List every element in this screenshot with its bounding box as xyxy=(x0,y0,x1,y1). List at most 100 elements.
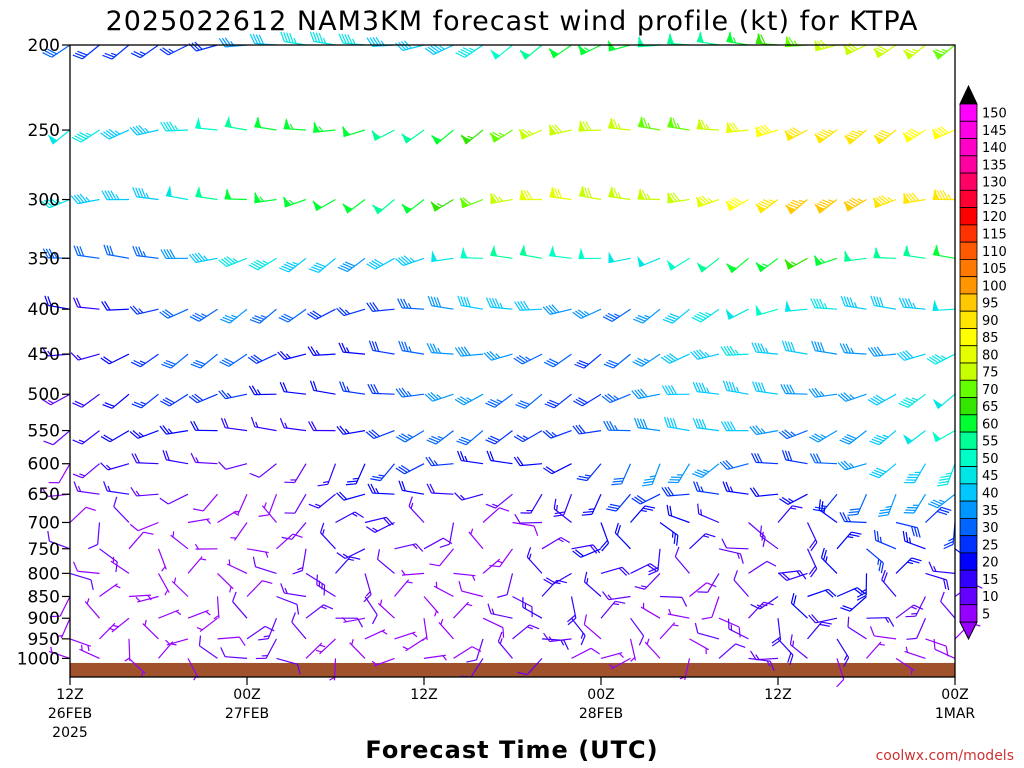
barb-full xyxy=(648,570,659,576)
barb-full xyxy=(695,197,705,206)
y-tick-label: 300 xyxy=(28,191,60,211)
barb-half xyxy=(524,602,527,609)
barb-full xyxy=(665,317,676,322)
barb-staff xyxy=(787,493,808,505)
wind-barb xyxy=(47,530,71,550)
barb-full xyxy=(848,511,859,514)
wind-barb xyxy=(366,521,395,533)
barb-full xyxy=(692,472,703,478)
barb-full xyxy=(318,32,324,44)
barb-half xyxy=(584,310,590,316)
barb-half xyxy=(86,598,90,604)
wind-barb xyxy=(600,600,626,619)
barb-staff xyxy=(759,596,779,610)
barb-full xyxy=(160,249,167,259)
barb-full xyxy=(942,190,949,200)
x-tick-label: 12Z xyxy=(764,687,791,703)
barb-full xyxy=(363,594,372,603)
wind-barb xyxy=(100,128,130,140)
barb-full xyxy=(913,604,924,610)
barb-half xyxy=(231,314,238,318)
barb-staff xyxy=(582,393,602,407)
wind-barb xyxy=(903,244,926,259)
barb-full xyxy=(723,421,731,431)
barb-full xyxy=(790,593,795,604)
barb-full xyxy=(250,416,256,427)
barb-staff xyxy=(475,638,484,661)
chart-title: 2025022612 NAM3KM forecast wind profile … xyxy=(106,6,919,37)
credit-text: coolwx.com/models xyxy=(876,748,1014,764)
barb-full xyxy=(554,188,560,199)
barb-full xyxy=(845,343,852,354)
barb-half xyxy=(344,428,350,434)
barb-full xyxy=(786,384,793,394)
wind-barb xyxy=(496,573,514,598)
barb-full xyxy=(757,126,767,135)
barb-full xyxy=(428,437,439,443)
barb-staff xyxy=(291,621,307,640)
barb-full xyxy=(574,363,585,369)
barb-full xyxy=(49,197,59,205)
barb-full xyxy=(43,440,54,446)
barb-staff xyxy=(482,558,501,574)
colorbar-label: 45 xyxy=(982,469,999,484)
barb-half xyxy=(947,194,952,200)
barb-staff xyxy=(895,521,918,529)
barb-staff xyxy=(168,493,189,505)
wind-barb xyxy=(131,393,159,409)
barb-full xyxy=(250,355,260,363)
barb-full xyxy=(252,556,257,567)
wind-barb xyxy=(522,597,543,619)
barb-full xyxy=(342,263,353,269)
barb-half xyxy=(372,527,378,532)
barb-full xyxy=(666,354,676,362)
barb-full xyxy=(733,570,739,581)
wind-barb xyxy=(158,641,177,659)
barb-staff xyxy=(790,644,808,659)
barb-staff xyxy=(821,557,838,574)
barb-staff xyxy=(806,548,818,570)
wind-barb xyxy=(129,124,159,136)
wind-barb xyxy=(188,252,218,263)
barb-half xyxy=(381,630,388,635)
barb-staff xyxy=(610,657,631,670)
barb-half xyxy=(352,477,359,480)
wind-barb xyxy=(284,463,307,484)
barb-half xyxy=(732,37,737,44)
barb-staff xyxy=(815,617,838,624)
barb-full xyxy=(74,52,85,58)
barb-half xyxy=(552,250,557,257)
barb-full xyxy=(253,193,262,203)
wind-barb xyxy=(807,588,837,598)
barb-half xyxy=(527,626,533,630)
barb-full xyxy=(694,471,705,477)
barb-full xyxy=(722,380,728,391)
barb-full xyxy=(220,417,226,428)
barb-full xyxy=(781,340,787,351)
barb-full xyxy=(190,420,197,431)
barb-staff xyxy=(81,430,100,445)
barb-half xyxy=(819,258,826,263)
barb-flag xyxy=(165,185,172,198)
barb-half xyxy=(847,536,854,539)
barb-full xyxy=(789,384,796,395)
wind-barb xyxy=(844,250,867,262)
barb-full xyxy=(165,450,170,461)
barb-half xyxy=(700,486,704,493)
wind-barb xyxy=(903,44,926,60)
barb-staff xyxy=(935,353,956,365)
barb-flag xyxy=(637,255,646,268)
barb-full xyxy=(47,530,50,542)
barb-full xyxy=(943,543,954,550)
colorbar-swatch xyxy=(959,172,978,191)
colorbar-label: 80 xyxy=(982,348,999,363)
barb-half xyxy=(442,655,447,661)
barb-staff xyxy=(225,656,248,659)
barb-full xyxy=(883,572,888,583)
wind-barb xyxy=(872,194,897,209)
barb-full xyxy=(79,193,88,203)
wind-barb xyxy=(317,463,337,487)
wind-barb xyxy=(430,198,454,212)
wind-barb xyxy=(814,199,838,214)
barb-full xyxy=(606,420,613,431)
